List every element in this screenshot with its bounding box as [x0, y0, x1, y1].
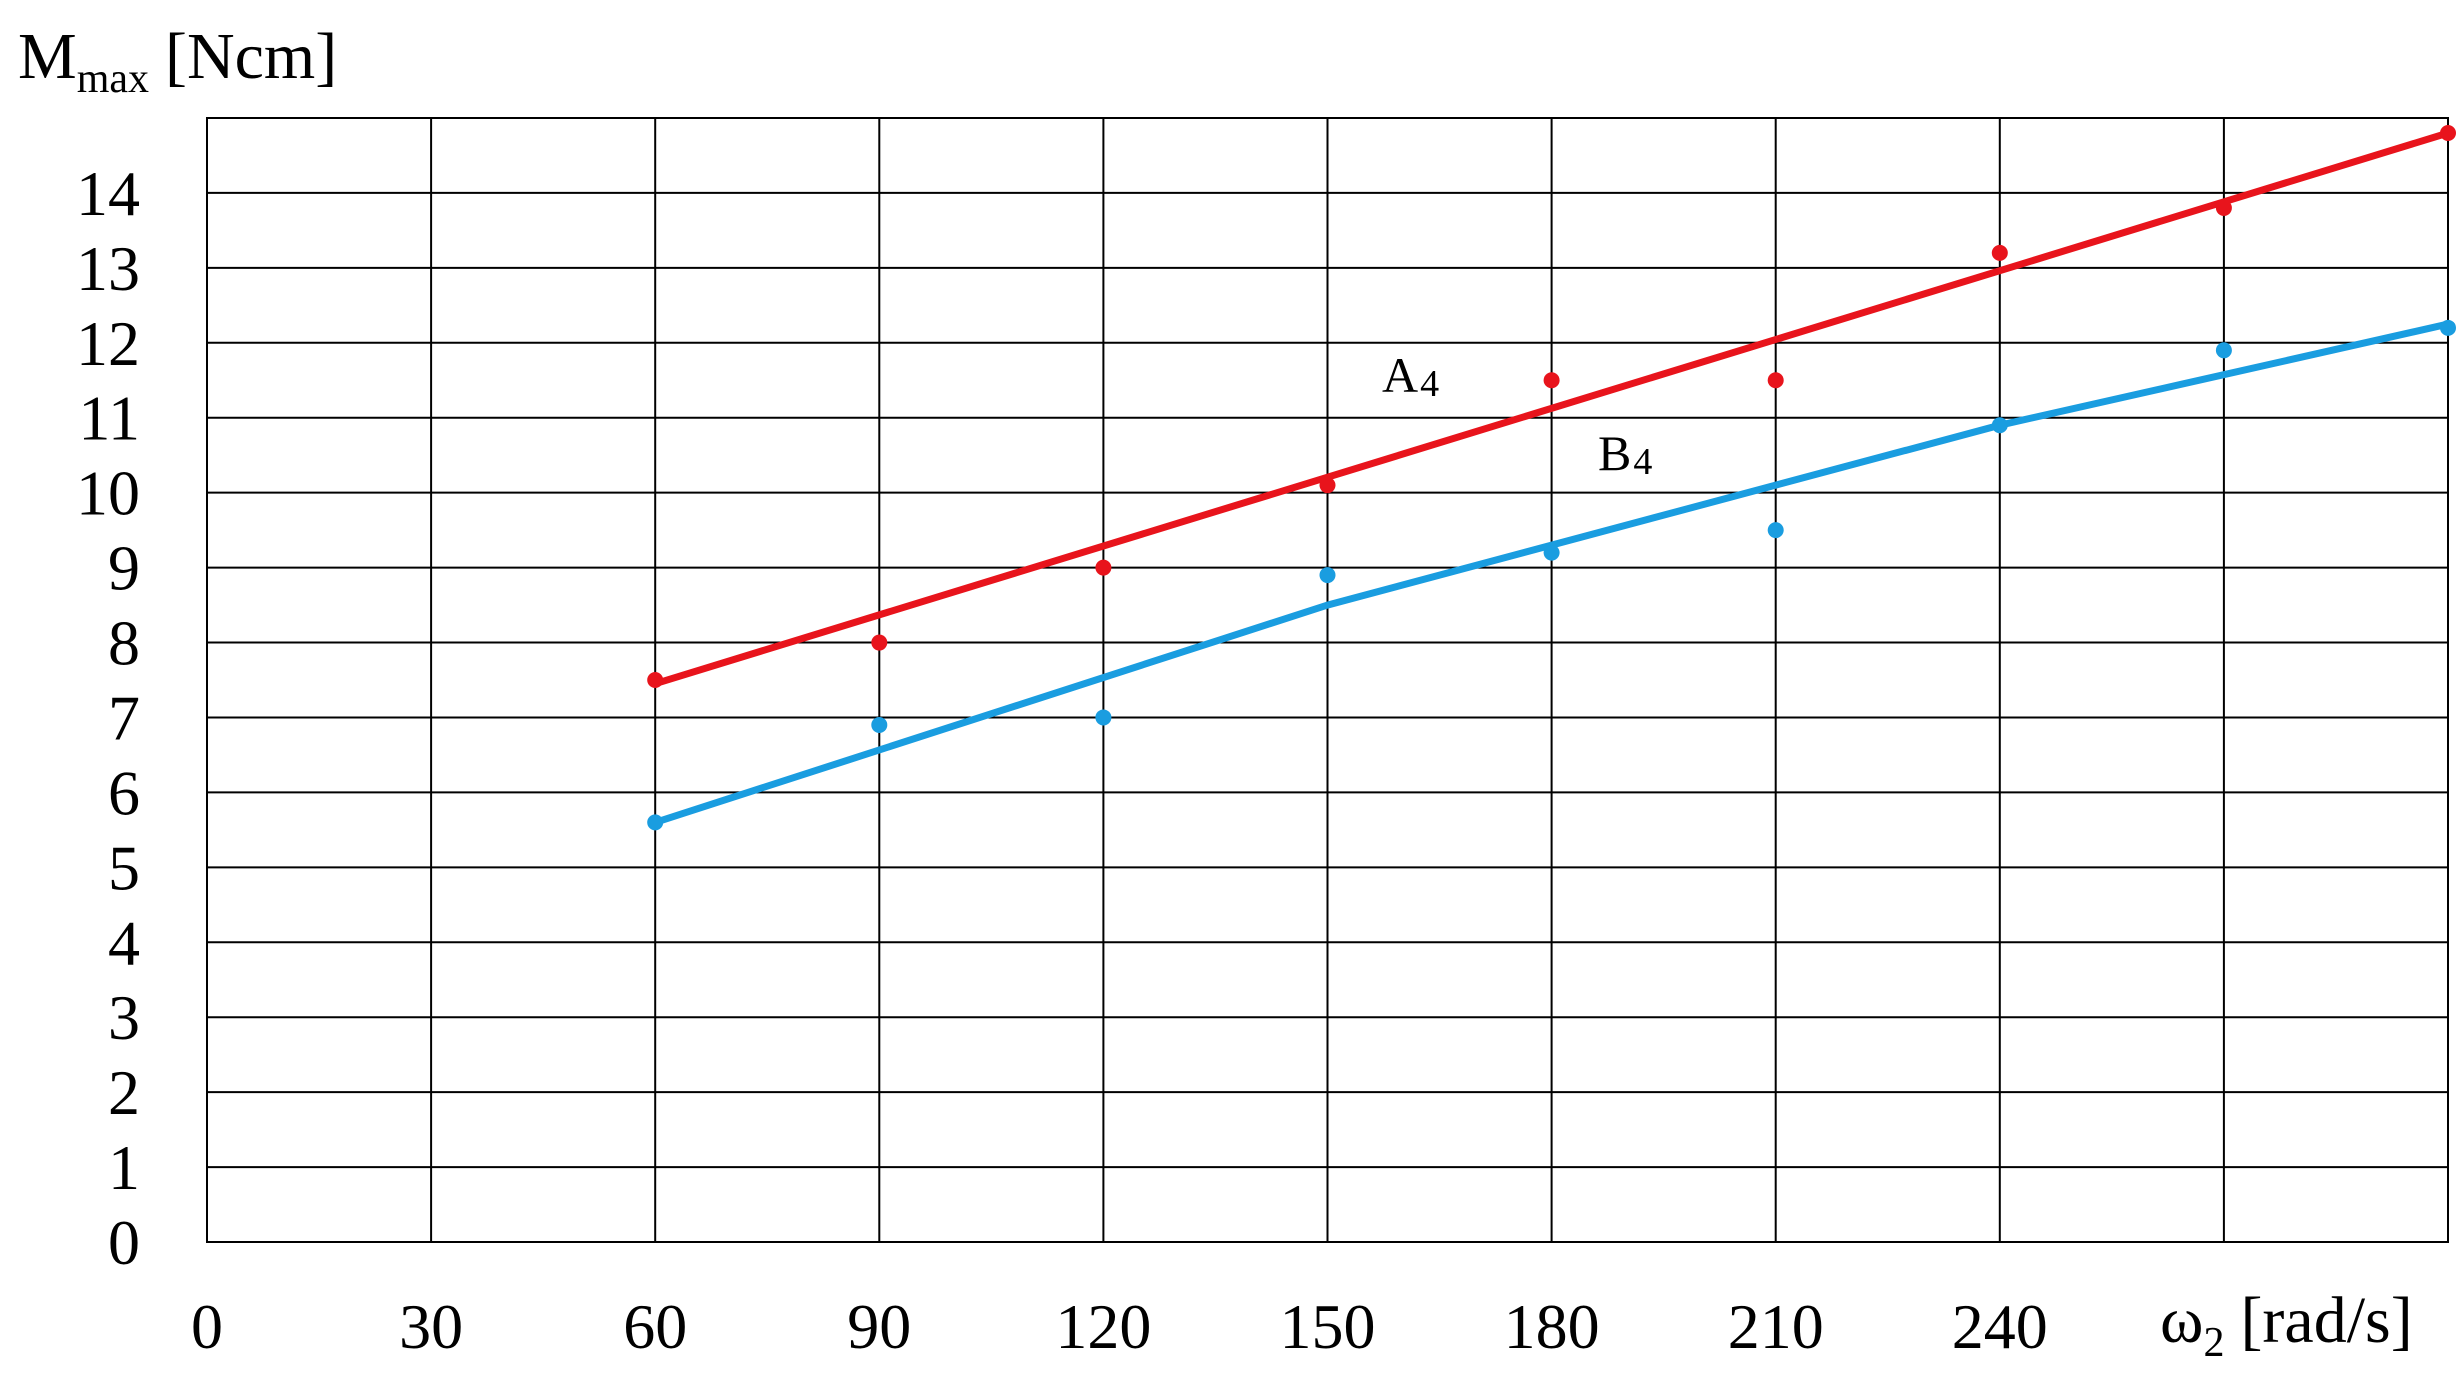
x-axis-title-unit: [rad/s]: [2240, 1284, 2412, 1357]
x-axis-title-sub: 2: [2203, 1320, 2224, 1366]
y-tick-label: 2: [108, 1057, 140, 1128]
data-point-a4: [1095, 559, 1112, 576]
fit-line-a4: [651, 129, 2452, 688]
series-label-a4-sub: 4: [1420, 363, 1439, 405]
y-tick-label: 8: [108, 608, 140, 679]
x-tick-label: 210: [1728, 1291, 1824, 1362]
data-point-a4: [1767, 372, 1784, 389]
y-tick-label: 12: [76, 308, 140, 379]
data-point-a4: [1991, 244, 2008, 261]
data-point-a4: [647, 672, 664, 688]
series-label-b4: B4: [1598, 425, 1652, 483]
data-point-a4: [2215, 199, 2232, 216]
data-point-b4: [1767, 522, 1784, 539]
data-point-b4: [2440, 319, 2456, 336]
y-tick-label: 6: [108, 757, 140, 828]
x-tick-label: 60: [623, 1291, 687, 1362]
y-axis-title-sub: max: [77, 56, 149, 102]
series-label-b4-sub: 4: [1633, 441, 1652, 483]
y-tick-label: 9: [108, 533, 140, 604]
x-tick-label: 0: [191, 1291, 223, 1362]
y-tick-label: 13: [76, 233, 140, 304]
y-axis-title-main: M: [18, 20, 77, 93]
series-label-a4-main: A: [1382, 347, 1418, 403]
data-point-b4: [2215, 342, 2232, 359]
data-point-b4: [1319, 567, 1336, 584]
tick-labels: 0 30 60 90 120 150 180 210 240012345678910111213…: [76, 158, 2048, 1362]
data-point-b4: [871, 716, 888, 733]
y-tick-label: 11: [78, 383, 140, 454]
fit-line-b4: [651, 320, 2452, 826]
y-tick-label: 1: [108, 1132, 140, 1203]
data-point-a4: [1319, 477, 1336, 494]
y-axis-title-unit: [Ncm]: [165, 20, 337, 93]
y-tick-label: 3: [108, 982, 140, 1053]
x-tick-label: 120: [1055, 1291, 1151, 1362]
x-axis-title: ω2 [rad/s]: [2160, 1284, 2413, 1366]
data-point-a4: [1543, 372, 1560, 389]
data-points: [647, 124, 2456, 831]
y-tick-label: 7: [108, 682, 140, 753]
x-tick-label: 180: [1504, 1291, 1600, 1362]
series-label-b4-main: B: [1598, 425, 1631, 481]
data-point-b4: [1095, 709, 1112, 726]
fit-lines: [651, 129, 2452, 826]
y-tick-label: 5: [108, 832, 140, 903]
data-point-b4: [1543, 544, 1560, 561]
data-point-b4: [1991, 417, 2008, 434]
data-point-a4: [2440, 124, 2456, 141]
y-tick-label: 14: [76, 158, 140, 229]
y-tick-label: 4: [108, 907, 140, 978]
y-tick-label: 0: [108, 1207, 140, 1278]
series-label-a4: A4: [1382, 347, 1439, 405]
x-axis-title-main: ω: [2160, 1284, 2203, 1357]
x-tick-label: 90: [847, 1291, 911, 1362]
y-tick-label: 10: [76, 458, 140, 529]
x-tick-label: 150: [1280, 1291, 1376, 1362]
x-tick-label: 240: [1952, 1291, 2048, 1362]
x-tick-label: 30: [399, 1291, 463, 1362]
data-point-a4: [871, 634, 888, 651]
plot-grid: [206, 117, 2449, 1243]
data-point-b4: [647, 814, 664, 831]
y-axis-title: Mmax [Ncm]: [18, 20, 337, 102]
